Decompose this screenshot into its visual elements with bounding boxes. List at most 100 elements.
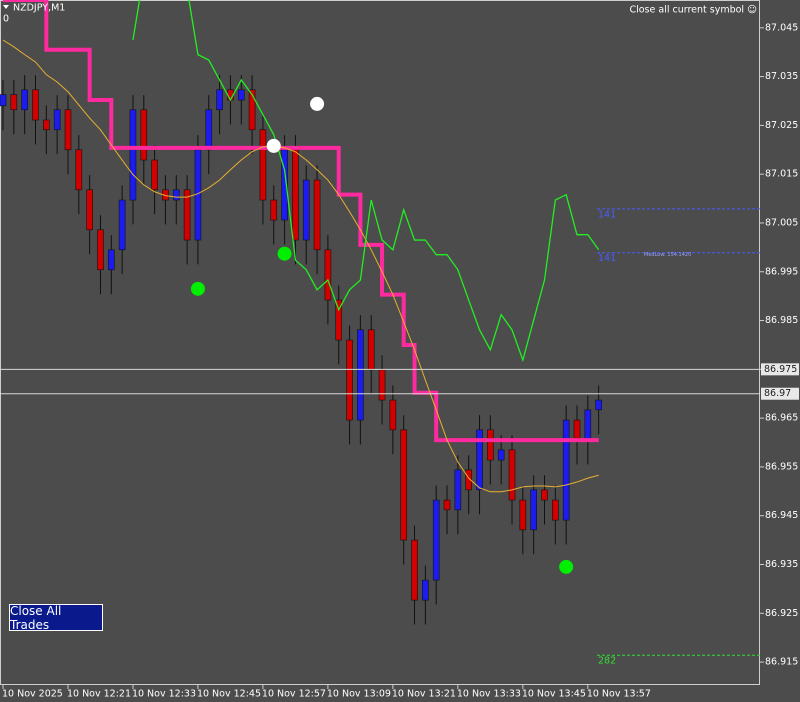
y-tick-label: 86.935 xyxy=(765,559,798,570)
candle-body xyxy=(53,109,61,131)
candle-body xyxy=(151,159,158,191)
axes: 86.915 86.925 86.935 86.945 86.955 86.965 86.9… xyxy=(2,22,798,699)
x-tick-label: 10 Nov 13:57 xyxy=(587,689,651,700)
candle-body xyxy=(313,179,321,251)
candle-body xyxy=(541,489,548,501)
candle-body xyxy=(400,429,408,541)
close-all-button[interactable]: Close All Trades xyxy=(9,604,103,632)
candle-body xyxy=(573,419,581,441)
y-tick-label: 86.945 xyxy=(765,510,798,521)
signal-dot xyxy=(559,559,574,574)
price-level-box xyxy=(761,363,799,376)
x-tick-label: 10 Nov 12:45 xyxy=(197,689,261,700)
marker-level-label: 141 xyxy=(598,209,616,220)
candle-body xyxy=(508,449,516,501)
candle-body xyxy=(302,179,310,241)
indicator-line xyxy=(132,0,600,363)
signal-dot xyxy=(190,281,205,296)
candle-body xyxy=(346,339,353,421)
step-line xyxy=(3,0,599,443)
y-tick-label: 86.925 xyxy=(765,608,798,619)
x-tick-label: 10 Nov 13:45 xyxy=(522,689,586,700)
candle-body xyxy=(530,489,537,531)
candle-body xyxy=(497,449,505,461)
candle-body xyxy=(183,189,191,241)
candle-body xyxy=(422,579,429,601)
candle-body xyxy=(129,109,137,201)
candle-body xyxy=(584,409,592,441)
candle-body xyxy=(172,189,180,201)
x-tick-label: 10 Nov 13:33 xyxy=(457,689,521,700)
y-tick-label: 87.005 xyxy=(765,217,798,228)
plot-frame xyxy=(0,0,760,685)
indicator-line xyxy=(2,39,599,493)
candle-body xyxy=(270,199,278,221)
x-tick-label: 10 Nov 12:57 xyxy=(262,689,326,700)
marker-level-label: 282 xyxy=(598,656,616,667)
candle-body xyxy=(443,499,451,511)
candle-body xyxy=(140,109,148,161)
signal-dot xyxy=(310,96,325,111)
signal-dot xyxy=(277,246,292,261)
y-tick-label: 86.995 xyxy=(765,266,798,277)
candle-body xyxy=(562,419,570,521)
candle-body xyxy=(86,189,93,231)
menu-arrow[interactable] xyxy=(3,5,9,9)
candle-body xyxy=(118,199,126,251)
signal-dot xyxy=(266,138,281,153)
candle-body xyxy=(108,249,115,271)
candle-body xyxy=(10,94,18,111)
candle-body xyxy=(519,499,527,531)
candle-body xyxy=(389,399,397,431)
candle-body xyxy=(595,399,602,411)
marker-level-label: 141 xyxy=(598,253,616,264)
candle-body xyxy=(21,89,28,111)
candle-body xyxy=(75,149,83,191)
candle-body xyxy=(216,89,223,111)
candle-body xyxy=(454,469,462,511)
x-tick-label: 10 Nov 12:21 xyxy=(67,689,131,700)
candle-body xyxy=(194,149,202,241)
price-level-label: 86.97 xyxy=(764,388,791,399)
candle-body xyxy=(367,329,375,371)
price-level-box xyxy=(761,387,799,400)
candle-body xyxy=(378,369,386,401)
y-tick-label: 86.965 xyxy=(765,413,798,424)
price-level-label: 86.975 xyxy=(764,364,797,375)
candle-body xyxy=(205,109,213,151)
candle-body xyxy=(411,539,418,601)
x-tick-label: 10 Nov 13:21 xyxy=(392,689,456,700)
candle-body xyxy=(465,469,472,491)
x-tick-label: 10 Nov 2025 xyxy=(2,689,63,700)
candle-body xyxy=(64,109,72,151)
candle-body xyxy=(552,499,559,521)
candle-body xyxy=(248,89,256,131)
candle-body xyxy=(43,119,50,131)
x-tick-label: 10 Nov 12:33 xyxy=(132,689,196,700)
marker-level-note: MedLow: 154.1420 xyxy=(644,252,691,258)
candle-body xyxy=(476,429,483,491)
candle-body xyxy=(32,89,39,121)
candle-body xyxy=(432,499,440,581)
y-tick-label: 87.035 xyxy=(765,71,798,82)
candle-body xyxy=(487,429,494,461)
chart-title: NZDJPY,M1 xyxy=(13,3,65,14)
y-tick-label: 87.045 xyxy=(765,22,798,33)
candle-body xyxy=(97,229,104,271)
candle-body xyxy=(292,149,299,241)
candle-body xyxy=(0,94,7,107)
y-tick-label: 86.955 xyxy=(765,461,798,472)
candle-body xyxy=(237,89,245,101)
close-symbol-link[interactable]: Close all current symbol ☺ xyxy=(629,5,757,16)
candle-body xyxy=(324,249,332,301)
y-tick-label: 87.025 xyxy=(765,120,798,131)
candle-body xyxy=(357,329,364,421)
chart-subtitle: 0 xyxy=(3,14,9,25)
candle-body xyxy=(335,299,343,341)
x-tick-label: 10 Nov 13:09 xyxy=(327,689,391,700)
y-tick-label: 86.915 xyxy=(765,657,798,668)
y-tick-label: 87.015 xyxy=(765,169,798,180)
